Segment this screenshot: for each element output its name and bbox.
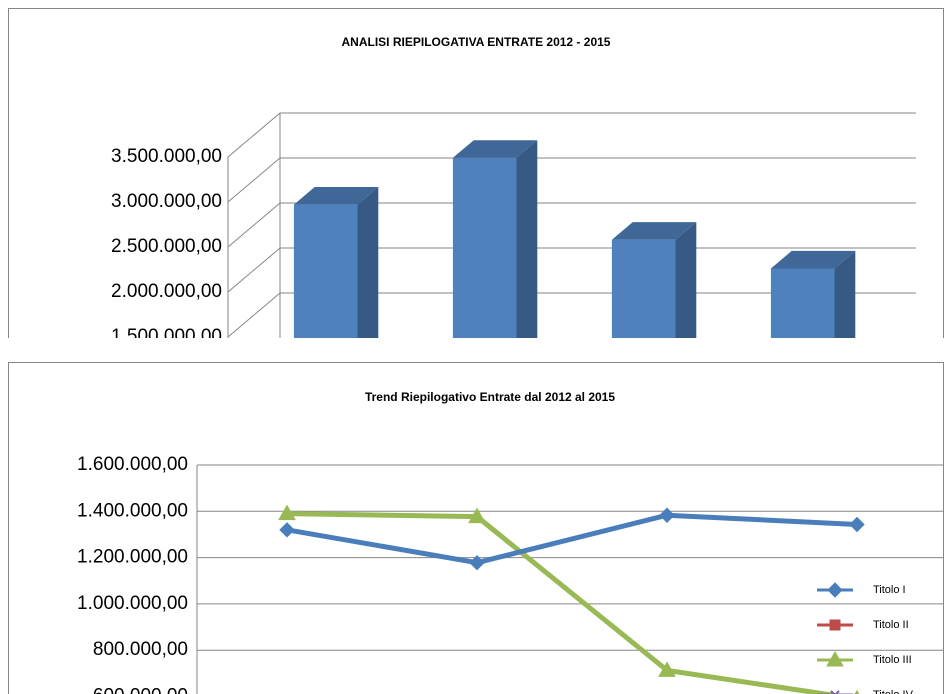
marker: [830, 690, 840, 694]
bar-top: [770, 250, 856, 269]
bar-side: [834, 250, 856, 338]
chart-title: Trend Riepilogativo Entrate dal 2012 al …: [365, 390, 615, 404]
bar-front: [452, 157, 517, 338]
bar: [293, 187, 379, 338]
marker: [826, 650, 844, 667]
marker: [854, 689, 860, 694]
series-line: [286, 511, 842, 694]
chart-2: Trend Riepilogativo Entrate dal 2012 al …: [8, 362, 944, 694]
bar-front: [611, 239, 676, 338]
bar-side: [357, 187, 379, 338]
grid-line: [227, 157, 916, 203]
y-tick-label: 1.000.000,00: [77, 593, 188, 614]
bar: [452, 140, 538, 338]
legend-label: Titolo IV: [873, 689, 914, 694]
legend-label: Titolo II: [873, 619, 909, 631]
bar-top: [293, 187, 379, 205]
y-tick-label: 800.000,00: [93, 639, 188, 660]
marker: [658, 661, 676, 677]
chart-title: ANALISI RIEPILOGATIVA ENTRATE 2012 - 201…: [342, 35, 611, 49]
y-tick-label: 1.200.000,00: [77, 547, 188, 568]
grid-line: [227, 247, 916, 293]
marker: [829, 619, 841, 631]
y-tick-label: 1.400.000,00: [77, 500, 188, 521]
bar-top: [452, 140, 538, 158]
bar-top: [611, 222, 697, 240]
chart-1: ANALISI RIEPILOGATIVA ENTRATE 2012 - 201…: [8, 8, 944, 347]
marker: [278, 504, 296, 521]
legend-label: Titolo III: [873, 654, 912, 666]
y-tick-label: 2.500.000,00: [111, 236, 222, 257]
series-line: [286, 512, 858, 566]
y-tick-label: 1.600.000,00: [77, 454, 188, 475]
bar-front: [293, 204, 358, 338]
marker: [827, 582, 843, 598]
y-tick-label: 600.000,00: [93, 686, 188, 694]
y-tick-label: 2.000.000,00: [111, 281, 222, 302]
bar: [611, 222, 697, 338]
y-tick-label: 3.500.000,00: [111, 146, 222, 167]
grid-line: [227, 112, 916, 158]
marker: [468, 507, 486, 524]
marker: [659, 507, 675, 523]
marker: [469, 554, 485, 571]
marker: [279, 522, 295, 538]
bar-front: [770, 268, 835, 338]
marker: [849, 516, 865, 533]
bar: [770, 250, 856, 338]
y-tick-label: 1.500.000,00: [111, 326, 222, 347]
grid-line: [227, 202, 916, 248]
bar-side: [516, 140, 538, 338]
y-tick-label: 3.000.000,00: [111, 191, 222, 212]
grid-line: [227, 292, 916, 338]
legend-label: Titolo I: [873, 584, 906, 596]
bar-side: [675, 222, 697, 338]
